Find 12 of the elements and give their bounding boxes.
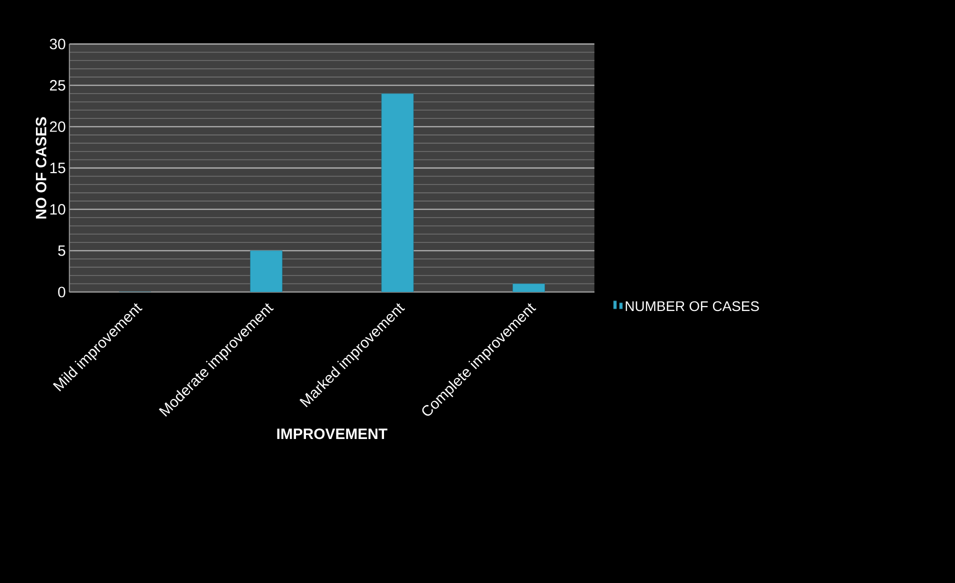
bar bbox=[381, 93, 414, 292]
x-axis-title: IMPROVEMENT bbox=[277, 428, 388, 440]
legend-label: NUMBER OF CASES bbox=[626, 301, 759, 312]
y-tick-label: 20 bbox=[50, 121, 66, 132]
y-axis-title: NO OF CASES bbox=[36, 117, 46, 218]
y-tick-label: 30 bbox=[50, 38, 66, 50]
y-tick-label: 15 bbox=[50, 162, 66, 174]
y-tick-label: 10 bbox=[50, 204, 66, 215]
y-tick-label: 0 bbox=[58, 286, 66, 298]
y-tick-label: 5 bbox=[58, 245, 66, 256]
bar bbox=[250, 250, 282, 292]
y-tick-label: 25 bbox=[50, 80, 66, 91]
